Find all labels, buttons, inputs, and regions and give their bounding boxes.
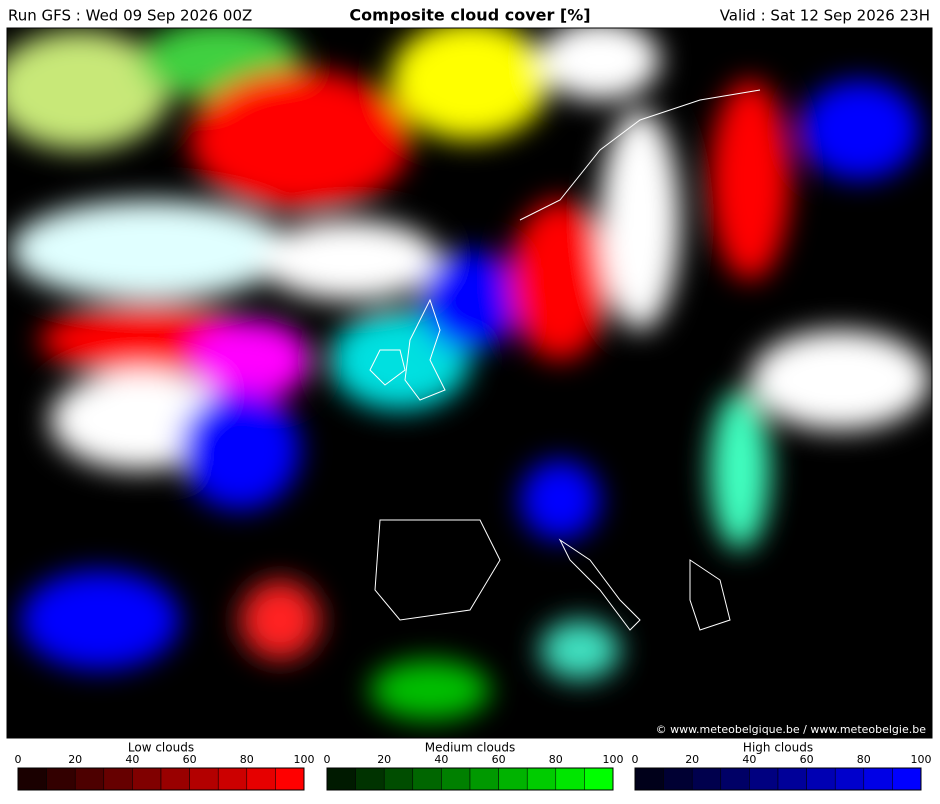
legend-swatch	[46, 767, 76, 791]
legend-swatch	[17, 767, 47, 791]
legend-tick-label: 0	[15, 753, 22, 766]
legend-swatch	[663, 767, 693, 791]
legend-swatch	[383, 767, 414, 791]
legend-swatch	[526, 767, 557, 791]
legend-swatch	[275, 767, 305, 791]
legend-tick-label: 20	[377, 753, 391, 766]
legend-swatch	[720, 767, 750, 791]
legend-swatch	[584, 767, 614, 791]
legend-swatch	[412, 767, 442, 791]
legend-swatch	[441, 767, 471, 791]
legend-tick-label: 80	[857, 753, 871, 766]
legend-tick-label: 40	[434, 753, 448, 766]
legend-label: Low clouds	[128, 741, 194, 755]
legend-swatch	[74, 767, 105, 791]
legend-tick-label: 40	[125, 753, 139, 766]
legend-swatch	[498, 767, 528, 791]
legend-swatch	[160, 767, 190, 791]
run-label: Run GFS : Wed 09 Sep 2026 00Z	[8, 7, 252, 25]
legend-swatch	[189, 767, 219, 791]
valid-label: Valid : Sat 12 Sep 2026 23H	[720, 7, 930, 25]
map-frame	[6, 27, 933, 739]
legend-tick-label: 60	[492, 753, 506, 766]
legend-tick-label: 0	[324, 753, 331, 766]
legend-label: High clouds	[743, 741, 813, 755]
legend-swatch	[892, 767, 922, 791]
legend-swatch	[469, 767, 499, 791]
legend-swatch	[326, 767, 356, 791]
legend-tick-label: 60	[183, 753, 197, 766]
cloud-field	[7, 28, 930, 720]
legend-tick-label: 20	[68, 753, 82, 766]
legend-tick-label: 100	[603, 753, 624, 766]
legend-swatch	[246, 767, 276, 791]
legend-swatch	[806, 767, 836, 791]
legend-tick-label: 100	[911, 753, 932, 766]
legend-swatch	[749, 767, 779, 791]
legend-swatch	[834, 767, 865, 791]
legend-tick-label: 20	[685, 753, 699, 766]
legend-tick-label: 0	[632, 753, 639, 766]
legend-swatch	[777, 767, 807, 791]
coastlines	[369, 89, 761, 631]
legend-swatch	[355, 767, 385, 791]
legend-swatch	[863, 767, 893, 791]
legend-tick-label: 60	[800, 753, 814, 766]
legend-tick-label: 80	[240, 753, 254, 766]
legend-swatch	[634, 767, 664, 791]
legend-swatch	[103, 767, 133, 791]
legend-swatch	[217, 767, 248, 791]
legend-frame	[634, 767, 922, 791]
legend-frame	[326, 767, 614, 791]
legend-frame	[17, 767, 305, 791]
legend-tick-label: 40	[742, 753, 756, 766]
legend-tick-label: 100	[294, 753, 315, 766]
legend-swatch	[132, 767, 162, 791]
legend-swatch	[555, 767, 585, 791]
legend-swatch	[691, 767, 722, 791]
copyright: © www.meteobelgique.be / www.meteobelgie…	[656, 723, 927, 736]
legend-tick-label: 80	[549, 753, 563, 766]
map: © www.meteobelgique.be / www.meteobelgie…	[7, 28, 932, 738]
map-title: Composite cloud cover [%]	[349, 6, 590, 25]
legend-label: Medium clouds	[425, 741, 516, 755]
